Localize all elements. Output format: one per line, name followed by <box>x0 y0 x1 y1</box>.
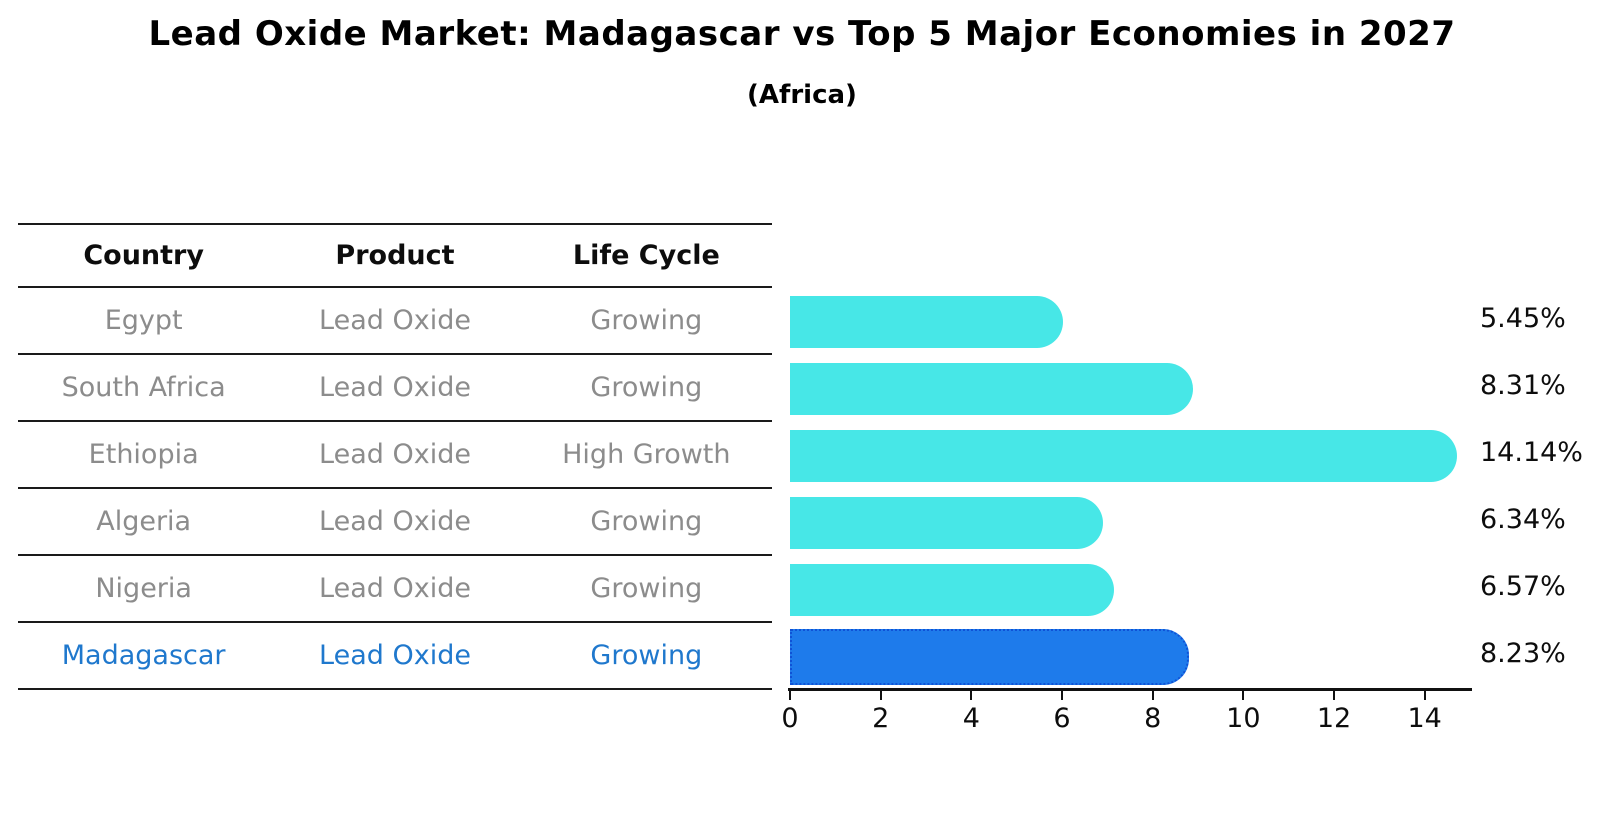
table-cell-product: Lead Oxide <box>319 573 471 604</box>
table-cell-product: Lead Oxide <box>319 305 471 336</box>
table-cell-life-cycle: High Growth <box>562 439 731 470</box>
bar-value-label: 6.34% <box>1480 504 1566 535</box>
bar-value-label: 14.14% <box>1480 437 1583 468</box>
table-cell-life-cycle: Growing <box>590 305 703 336</box>
table-cell-life-cycle: Growing <box>590 640 703 671</box>
table-cell-country: Ethiopia <box>88 439 199 470</box>
x-axis-line <box>788 688 1472 691</box>
x-axis-tick-mark <box>1333 691 1335 700</box>
table-cell-country: South Africa <box>61 372 226 403</box>
x-axis-tick-mark <box>879 691 882 700</box>
table-row-nigeria: Nigeria Lead Oxide Growing <box>18 556 772 623</box>
table-cell-product: Lead Oxide <box>319 439 471 470</box>
chart-subtitle: (Africa) <box>747 80 857 110</box>
table-cell-country: Algeria <box>96 506 192 537</box>
table-cell-country: Egypt <box>104 305 183 336</box>
x-axis-tick-mark <box>1151 691 1154 700</box>
x-axis-tick-mark <box>789 691 791 700</box>
x-axis-tick-label: 10 <box>1226 703 1261 734</box>
bar-value-label: 5.45% <box>1480 303 1566 334</box>
table-cell-life-cycle: Growing <box>590 573 703 604</box>
x-axis-tick-label: 4 <box>962 703 980 734</box>
table-row-egypt: Egypt Lead Oxide Growing <box>18 288 772 355</box>
table-cell-product: Lead Oxide <box>319 640 471 671</box>
bar-value-label: 6.57% <box>1480 571 1566 602</box>
table-body: Egypt Lead Oxide Growing South Africa Lead O… <box>18 288 772 690</box>
table-cell-country: Madagascar <box>61 640 226 671</box>
x-axis-tick-label: 14 <box>1407 703 1442 734</box>
x-axis-tick-label: 0 <box>781 703 799 734</box>
table-header-product: Product <box>335 240 455 271</box>
country-table: Country Product Life Cycle Egypt Lead Oxi… <box>18 223 772 690</box>
bar-madagascar <box>790 628 1190 685</box>
table-cell-life-cycle: Growing <box>590 506 703 537</box>
x-axis-tick-label: 12 <box>1316 703 1352 734</box>
table-row-madagascar: Madagascar Lead Oxide Growing <box>18 623 772 690</box>
x-axis-tick-label: 2 <box>872 703 890 734</box>
table-cell-product: Lead Oxide <box>319 506 471 537</box>
table-row-algeria: Algeria Lead Oxide Growing <box>18 489 772 556</box>
bar-ethiopia <box>790 429 1457 482</box>
table-header-row: Country Product Life Cycle <box>18 223 772 288</box>
chart-title: Lead Oxide Market: Madagascar vs Top 5 M… <box>148 14 1456 54</box>
x-axis-tick-label: 8 <box>1144 703 1162 734</box>
bar-nigeria <box>790 563 1114 616</box>
bar-algeria <box>790 496 1104 549</box>
table-cell-country: Nigeria <box>95 573 192 604</box>
x-axis-tick-mark <box>1242 691 1245 700</box>
bar-value-label: 8.23% <box>1480 638 1566 669</box>
table-cell-product: Lead Oxide <box>319 372 471 403</box>
x-axis-tick-mark <box>970 691 973 700</box>
table-cell-life-cycle: Growing <box>590 372 703 403</box>
x-axis-tick-label: 6 <box>1053 703 1071 734</box>
table-header-life-cycle: Life Cycle <box>572 240 720 271</box>
x-axis-tick-mark <box>1423 691 1426 700</box>
x-axis-tick-mark <box>1061 691 1063 700</box>
table-row-ethiopia: Ethiopia Lead Oxide High Growth <box>18 422 772 489</box>
bar-south-africa <box>790 362 1193 415</box>
bar-egypt <box>790 295 1064 348</box>
table-row-south-africa: South Africa Lead Oxide Growing <box>18 355 772 422</box>
bar-value-label: 8.31% <box>1480 370 1566 401</box>
table-header-country: Country <box>83 240 204 271</box>
